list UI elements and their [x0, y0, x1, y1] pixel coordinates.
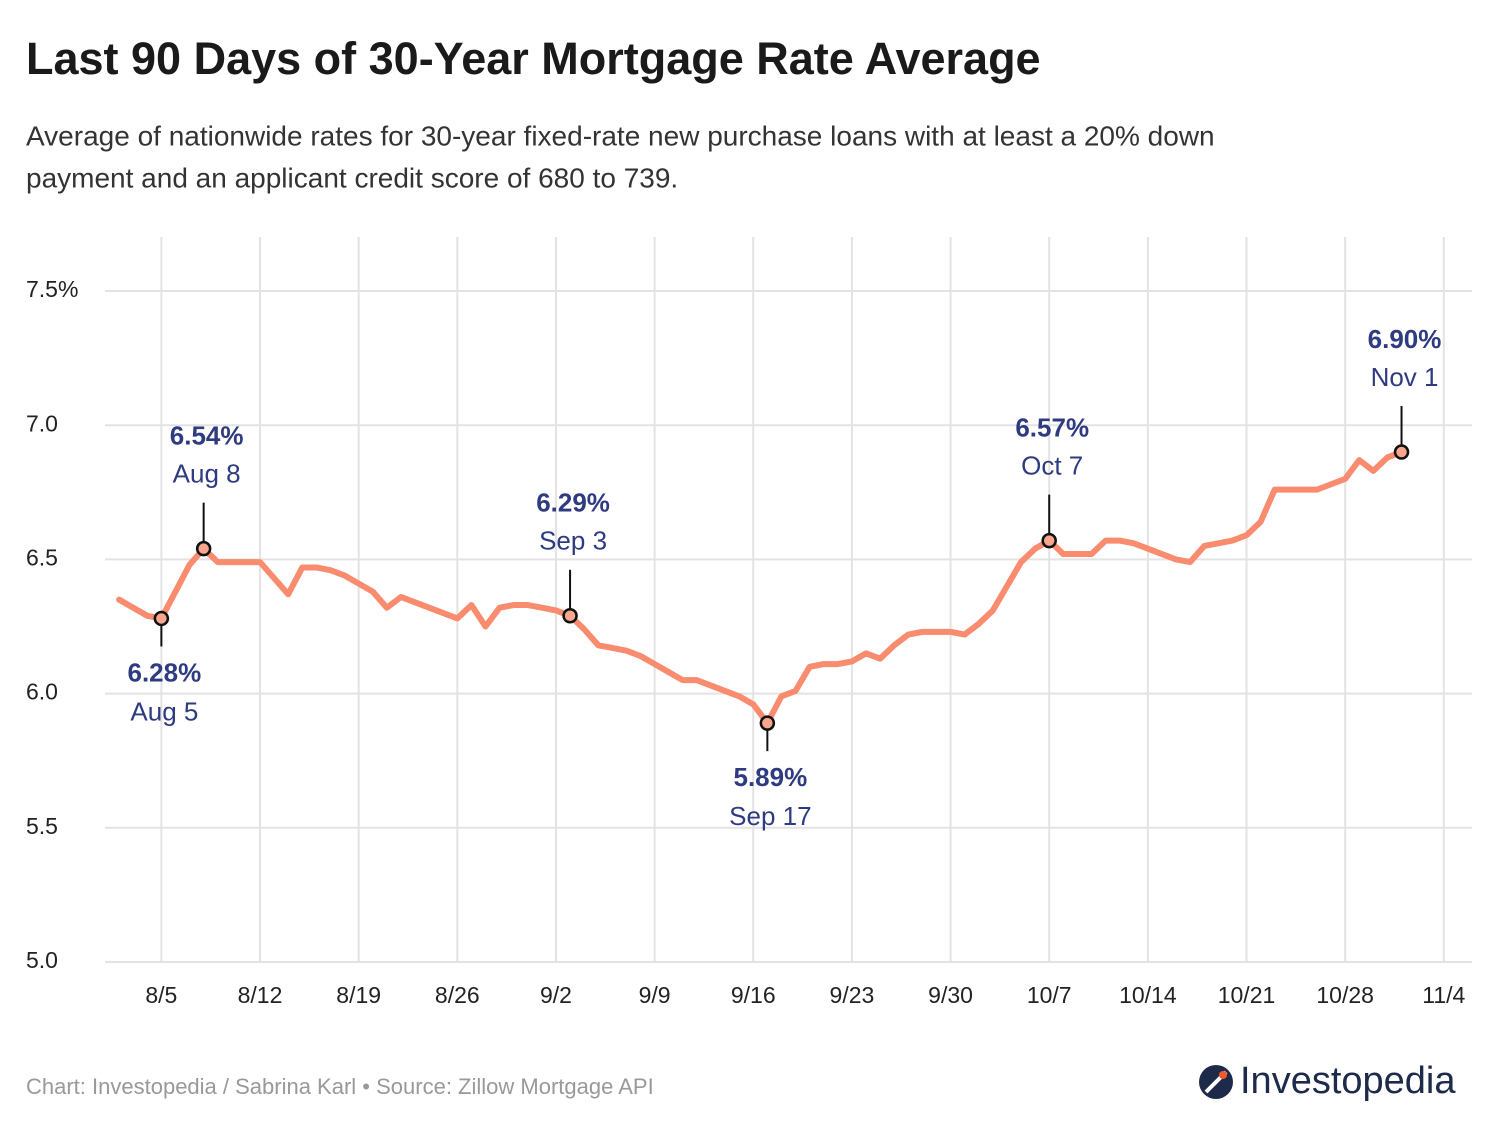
chart-title: Last 90 Days of 30-Year Mortgage Rate Av…	[26, 33, 1041, 84]
line-series	[116, 449, 1405, 727]
annotation-date: Aug 8	[173, 459, 241, 489]
annotation-date: Oct 7	[1021, 450, 1083, 480]
x-tick-label: 8/12	[238, 982, 283, 1008]
annotation-value: 6.90%	[1368, 324, 1442, 354]
chart-subtitle: Average of nationwide rates for 30-year …	[26, 120, 1215, 151]
annotation-point	[562, 608, 578, 624]
annotation-date: Sep 17	[729, 801, 811, 831]
chart-subtitle: payment and an applicant credit score of…	[26, 162, 678, 193]
x-tick-label: 10/7	[1027, 982, 1072, 1008]
annotation-date: Nov 1	[1371, 362, 1439, 392]
annotation-point	[195, 540, 212, 557]
source: Chart: Investopedia / Sabrina Karl • Sou…	[26, 1074, 654, 1099]
x-tick-label: 8/19	[336, 982, 381, 1008]
y-tick-label: 6.5	[26, 544, 58, 570]
plot: 6.28% Aug 5 6.54% Aug 8 6.29% Sep 3 5.89% Sep 1…	[116, 324, 1442, 831]
annotation-point	[1041, 532, 1057, 549]
logo-dot	[1219, 1071, 1227, 1079]
x-tick-label: 10/28	[1316, 982, 1374, 1008]
x-tick-label: 10/14	[1119, 982, 1177, 1008]
annotation-value: 6.54%	[170, 421, 244, 451]
x-tick-label: 9/30	[928, 982, 973, 1008]
x-tick-label: 11/4	[1422, 982, 1465, 1008]
annotation-value: 6.28%	[128, 657, 202, 687]
y-tick-label: 5.5	[26, 813, 58, 839]
x-tick-label: 9/16	[731, 982, 776, 1008]
y-tick-label: 7.0	[26, 410, 58, 436]
x-tick-label: 8/26	[435, 982, 480, 1008]
y-tick-label: 5.0	[26, 947, 58, 973]
y-tick-label: 7.5%	[26, 276, 78, 302]
x-tick-label: 8/5	[145, 982, 177, 1008]
annotation-point	[759, 715, 776, 731]
annotation-point	[153, 610, 170, 627]
brand-logo: Investopedia	[1199, 1060, 1456, 1102]
x-tick-label: 9/2	[540, 982, 572, 1008]
annotation-date: Aug 5	[130, 696, 198, 726]
annotation-point	[1393, 444, 1410, 460]
brand: Investopedia	[1240, 1060, 1456, 1102]
annotation-date: Sep 3	[539, 526, 607, 556]
x-tick-label: 9/9	[639, 982, 671, 1008]
annotation-value: 5.89%	[733, 762, 807, 792]
annotation-value: 6.57%	[1015, 412, 1089, 442]
y-tick-label: 6.0	[26, 679, 58, 705]
x-tick-label: 9/23	[830, 982, 875, 1008]
x-tick-label: 10/21	[1218, 982, 1276, 1008]
annotation-value: 6.29%	[536, 488, 610, 518]
grid: 8/5 8/12 8/19 8/26 9/2 9/9 9/16 9/23 9/30 10/7 10/…	[26, 237, 1472, 1008]
